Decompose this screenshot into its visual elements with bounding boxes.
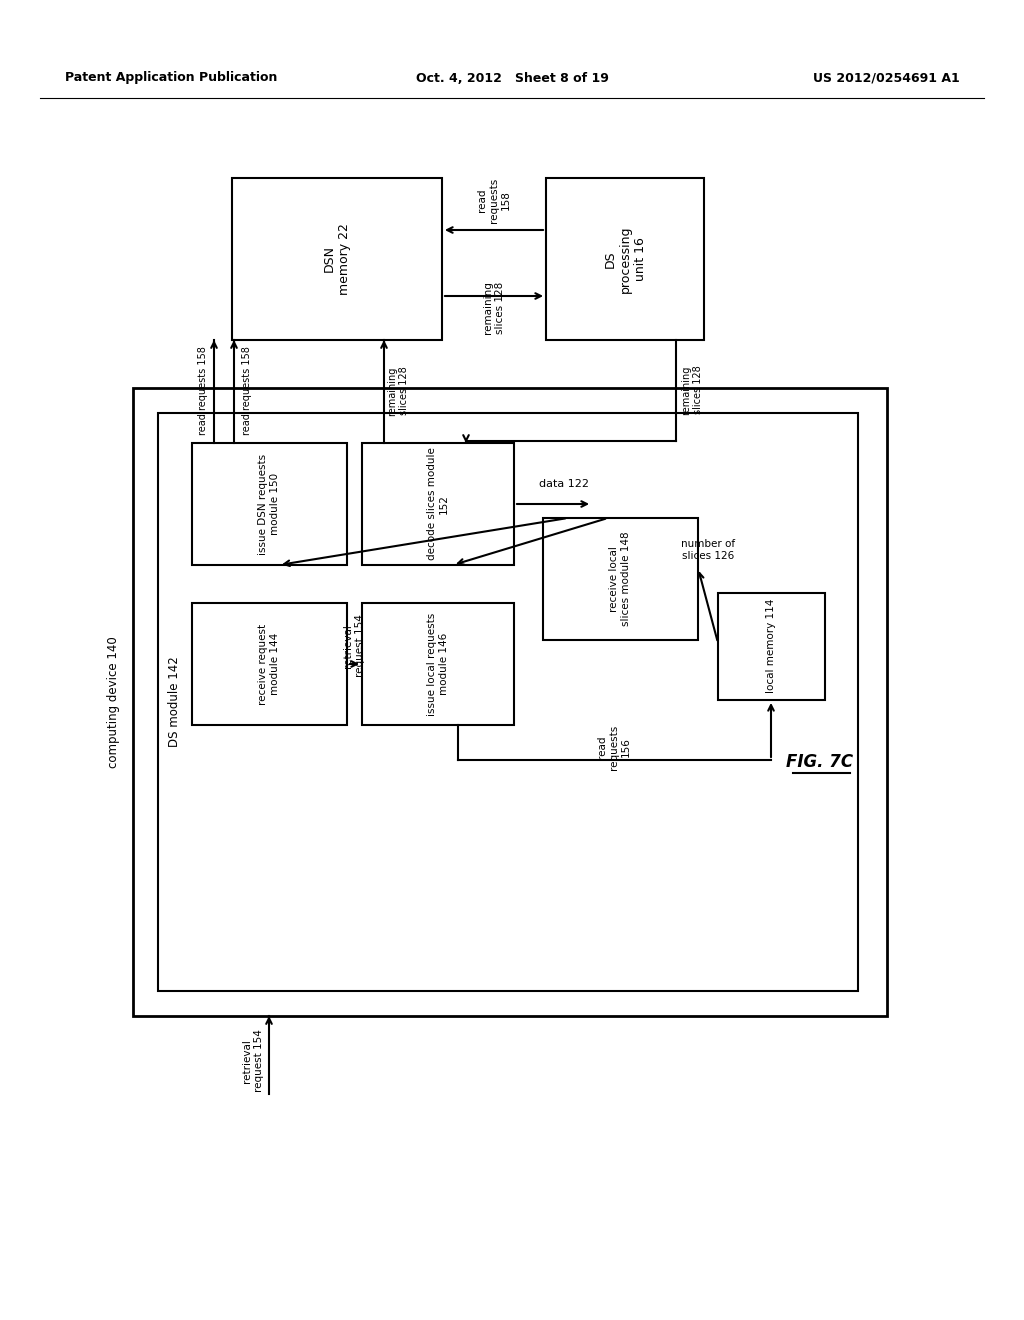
Text: issue DSN requests
module 150: issue DSN requests module 150 bbox=[258, 454, 280, 554]
Text: remaining
slices 128: remaining slices 128 bbox=[387, 367, 409, 416]
Text: computing device 140: computing device 140 bbox=[106, 636, 120, 768]
Bar bbox=[543, 517, 698, 640]
Bar bbox=[232, 178, 442, 341]
Text: data 122: data 122 bbox=[539, 479, 589, 488]
Bar bbox=[718, 593, 825, 700]
Text: read
requests
158: read requests 158 bbox=[477, 177, 511, 223]
Bar bbox=[546, 178, 705, 341]
Text: FIG. 7C: FIG. 7C bbox=[786, 752, 854, 771]
Bar bbox=[158, 413, 858, 991]
Text: Patent Application Publication: Patent Application Publication bbox=[65, 71, 278, 84]
Bar bbox=[193, 603, 347, 725]
Text: local memory 114: local memory 114 bbox=[766, 599, 776, 693]
Bar bbox=[362, 444, 514, 565]
Text: retrieval
request 154: retrieval request 154 bbox=[243, 1030, 264, 1093]
Text: DS module 142: DS module 142 bbox=[168, 656, 180, 747]
Text: Oct. 4, 2012   Sheet 8 of 19: Oct. 4, 2012 Sheet 8 of 19 bbox=[416, 71, 608, 84]
Text: decode slices module
152: decode slices module 152 bbox=[427, 447, 449, 561]
Text: read requests 158: read requests 158 bbox=[198, 347, 208, 436]
Bar bbox=[133, 388, 887, 1016]
Text: remaining
slices 128: remaining slices 128 bbox=[483, 281, 505, 334]
Text: remaining
slices 128: remaining slices 128 bbox=[681, 366, 702, 414]
Bar bbox=[193, 444, 347, 565]
Text: issue local requests
module 146: issue local requests module 146 bbox=[427, 612, 449, 715]
Text: read requests 158: read requests 158 bbox=[242, 347, 252, 436]
Text: retrieval
request 154: retrieval request 154 bbox=[343, 615, 365, 677]
Text: DSN
memory 22: DSN memory 22 bbox=[323, 223, 351, 294]
Text: receive local
slices module 148: receive local slices module 148 bbox=[609, 532, 631, 626]
Text: read
requests
156: read requests 156 bbox=[597, 725, 631, 770]
Text: DS
processing
unit 16: DS processing unit 16 bbox=[603, 226, 646, 293]
Text: receive request
module 144: receive request module 144 bbox=[258, 623, 280, 705]
Text: US 2012/0254691 A1: US 2012/0254691 A1 bbox=[813, 71, 961, 84]
Text: number of
slices 126: number of slices 126 bbox=[681, 539, 735, 561]
Bar bbox=[362, 603, 514, 725]
